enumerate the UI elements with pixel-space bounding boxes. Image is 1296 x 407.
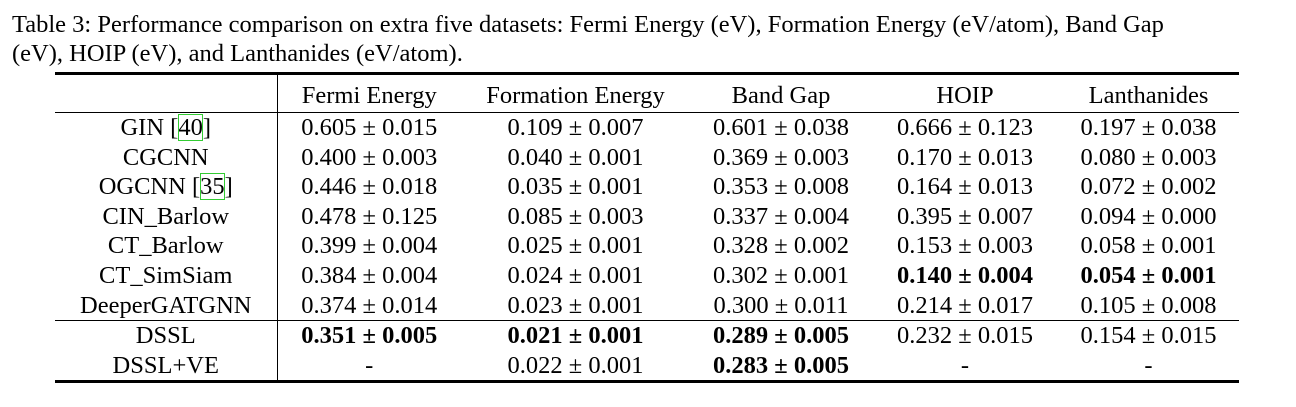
metric-cell: 0.605 ± 0.015: [301, 114, 438, 141]
metric-cell: 0.374 ± 0.014: [301, 291, 438, 319]
metric-cell: 0.170 ± 0.013: [897, 143, 1033, 171]
metric-cell: 0.601 ± 0.038: [713, 114, 849, 141]
method-label: CT_SimSiam: [99, 261, 233, 289]
header-band-gap: Band Gap: [731, 81, 831, 109]
table-row: CGCNN 0.400 ± 0.003 0.040 ± 0.001 0.369 ± 0…: [55, 142, 1239, 173]
metric-cell: 0.085 ± 0.003: [507, 202, 644, 230]
method-name: DeeperGATGNN: [55, 290, 278, 321]
method-name: CGCNN: [55, 142, 278, 173]
table-row: GIN [40] 0.605 ± 0.015 0.109 ± 0.007 0.601 …: [55, 112, 1239, 143]
results-table-container: Fermi Energy Formation Energy Band Gap H…: [55, 72, 1239, 383]
table-row: CT_Barlow 0.399 ± 0.004 0.025 ± 0.001 0.328…: [55, 231, 1239, 261]
table-row: OGCNN [35] 0.446 ± 0.018 0.035 ± 0.001 0.35…: [55, 172, 1239, 202]
metric-cell: 0.072 ± 0.002: [1080, 173, 1217, 201]
results-table: Fermi Energy Formation Energy Band Gap H…: [55, 72, 1239, 383]
metric-cell: 0.283 ± 0.005: [713, 351, 849, 379]
method-name: OGCNN [35]: [55, 172, 278, 202]
method-name: DSSL+VE: [55, 350, 278, 382]
method-name: CT_Barlow: [55, 231, 278, 261]
metric-cell: 0.337 ± 0.004: [713, 202, 849, 230]
metric-cell: 0.302 ± 0.001: [713, 261, 849, 289]
table-row: DSSL 0.351 ± 0.005 0.021 ± 0.001 0.289 ± 0.…: [55, 320, 1239, 351]
header-fermi-energy: Fermi Energy: [301, 81, 437, 109]
table-row: DSSL+VE - 0.022 ± 0.001 0.283 ± 0.005 - -: [55, 350, 1239, 382]
method-name: GIN [40]: [55, 112, 278, 143]
citation-open-bracket: [: [170, 114, 179, 141]
metric-cell: 0.024 ± 0.001: [507, 261, 644, 289]
method-name: DSSL: [55, 320, 278, 351]
metric-cell: 0.025 ± 0.001: [507, 232, 644, 260]
method-label: OGCNN: [98, 173, 192, 201]
metric-cell: 0.351 ± 0.005: [301, 322, 438, 350]
method-name: CIN_Barlow: [55, 201, 278, 232]
metric-cell: 0.328 ± 0.002: [713, 232, 849, 260]
caption-line-2: (eV), HOIP (eV), and Lanthanides (eV/ato…: [12, 40, 463, 67]
table-row: CT_SimSiam 0.384 ± 0.004 0.024 ± 0.001 0.30…: [55, 260, 1239, 291]
metric-cell: -: [365, 351, 374, 379]
method-label: DSSL: [135, 322, 196, 350]
metric-cell: 0.094 ± 0.000: [1080, 202, 1217, 230]
metric-cell: 0.214 ± 0.017: [897, 291, 1033, 319]
metric-cell: 0.023 ± 0.001: [507, 291, 644, 319]
metric-cell: 0.399 ± 0.004: [301, 232, 438, 260]
method-label: DSSL+VE: [112, 351, 219, 379]
citation-link[interactable]: 35: [200, 173, 225, 201]
metric-cell: 0.040 ± 0.001: [507, 143, 644, 171]
metric-cell: 0.400 ± 0.003: [301, 143, 438, 171]
table-row: DeeperGATGNN 0.374 ± 0.014 0.023 ± 0.001 0.…: [55, 290, 1239, 321]
metric-cell: 0.384 ± 0.004: [301, 261, 438, 289]
metric-cell: 0.022 ± 0.001: [507, 351, 644, 379]
header-formation-energy: Formation Energy: [486, 81, 665, 109]
metric-cell: -: [1144, 351, 1153, 379]
metric-cell: 0.478 ± 0.125: [301, 202, 438, 230]
method-label: DeeperGATGNN: [80, 291, 252, 319]
metric-cell: 0.300 ± 0.011: [713, 291, 849, 319]
method-name: CT_SimSiam: [55, 260, 278, 291]
metric-cell: 0.369 ± 0.003: [713, 143, 849, 171]
method-label: CT_Barlow: [107, 232, 224, 260]
metric-cell: 0.666 ± 0.123: [897, 114, 1033, 141]
header-lanthanides: Lanthanides: [1088, 81, 1209, 109]
header-method: [55, 73, 278, 113]
citation-close-bracket: ]: [202, 114, 211, 141]
metric-cell: 0.105 ± 0.008: [1080, 291, 1217, 319]
metric-cell: 0.154 ± 0.015: [1080, 322, 1217, 350]
metric-cell: 0.289 ± 0.005: [713, 322, 849, 350]
metric-cell: 0.232 ± 0.015: [897, 322, 1033, 350]
table-caption: Table 3: Performance comparison on extra…: [12, 10, 1292, 68]
header-hoip: HOIP: [936, 81, 994, 109]
citation-link[interactable]: 40: [178, 114, 203, 141]
metric-cell: 0.353 ± 0.008: [713, 173, 849, 201]
metric-cell: 0.164 ± 0.013: [897, 173, 1033, 201]
citation-open-bracket: [: [191, 173, 201, 201]
metric-cell: 0.035 ± 0.001: [507, 173, 644, 201]
metric-cell: 0.054 ± 0.001: [1080, 261, 1217, 289]
metric-cell: 0.197 ± 0.038: [1080, 114, 1217, 141]
header-row: Fermi Energy Formation Energy Band Gap H…: [55, 73, 1239, 113]
metric-cell: 0.395 ± 0.007: [897, 202, 1033, 230]
table-row: CIN_Barlow 0.478 ± 0.125 0.085 ± 0.003 0.33…: [55, 201, 1239, 232]
citation-close-bracket: ]: [224, 173, 233, 201]
metric-cell: 0.140 ± 0.004: [897, 261, 1033, 289]
method-label: CIN_Barlow: [102, 202, 230, 230]
method-label: GIN: [120, 114, 171, 141]
metric-cell: 0.080 ± 0.003: [1080, 143, 1217, 171]
method-label: CGCNN: [122, 143, 209, 171]
metric-cell: 0.058 ± 0.001: [1080, 232, 1217, 260]
proposed-rows: DSSL 0.351 ± 0.005 0.021 ± 0.001 0.289 ± 0.…: [55, 320, 1239, 382]
metric-cell: -: [960, 351, 970, 379]
metric-cell: 0.446 ± 0.018: [301, 173, 438, 201]
baseline-rows: GIN [40] 0.605 ± 0.015 0.109 ± 0.007 0.601 …: [55, 112, 1239, 321]
metric-cell: 0.021 ± 0.001: [507, 322, 644, 350]
metric-cell: 0.109 ± 0.007: [507, 114, 644, 141]
metric-cell: 0.153 ± 0.003: [897, 232, 1033, 260]
caption-line-1: Table 3: Performance comparison on extra…: [12, 11, 1164, 38]
